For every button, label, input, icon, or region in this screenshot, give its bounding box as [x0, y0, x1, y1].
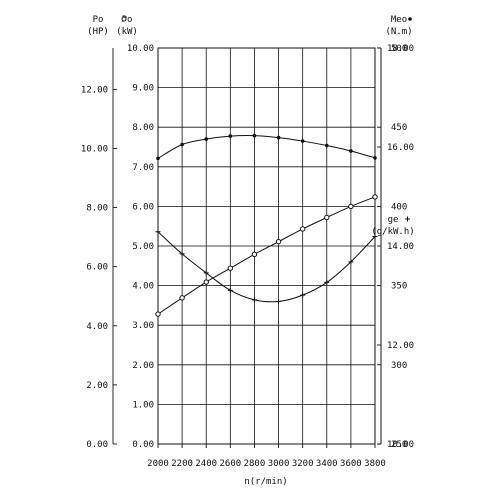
x-tick-label: 3800 — [364, 459, 386, 469]
torque-point — [204, 137, 209, 141]
torque-point — [373, 156, 377, 160]
x-tick-label: 3200 — [292, 459, 314, 469]
power-point — [227, 265, 234, 271]
x-tick-label: 2600 — [219, 459, 241, 469]
fuel-axis-title: ge — [388, 215, 399, 225]
fuel-tick-label: 350 — [391, 282, 407, 292]
grid — [158, 48, 375, 444]
torque-tick-label: 16.00 — [387, 143, 414, 153]
power-hp-tick-label: 6.00 — [86, 263, 108, 273]
plot-frame — [157, 47, 376, 445]
torque-axis-title: (N.m) — [385, 27, 412, 37]
fuel-point — [276, 298, 282, 304]
x-tick-label: 3400 — [316, 459, 338, 469]
fuel-marker-icon — [405, 216, 410, 222]
torque-point — [324, 143, 329, 148]
torque-point — [349, 149, 353, 153]
x-tick-label: 2000 — [147, 459, 169, 469]
fuel-point — [203, 270, 209, 276]
power-point — [275, 238, 282, 245]
power-kw-tick-label: 0.00 — [132, 440, 154, 450]
power-hp-tick-label: 8.00 — [86, 204, 108, 214]
power-point — [179, 295, 185, 301]
fuel-curve — [157, 231, 376, 303]
torque-point — [276, 135, 281, 140]
fuel-point — [227, 287, 233, 293]
torque-marker-icon — [408, 17, 412, 21]
series — [155, 133, 378, 317]
torque-tick-label: 12.00 — [387, 341, 414, 351]
fuel-point — [348, 259, 354, 265]
power-hp-tick-label: 4.00 — [86, 322, 108, 332]
torque-point — [156, 156, 160, 161]
power-kw-tick-label: 10.00 — [127, 44, 154, 54]
torque-point — [252, 133, 257, 138]
x-tick-label: 2400 — [195, 459, 217, 469]
x-tick-label: 3600 — [340, 459, 362, 469]
power-kw-axis-title: Po — [122, 15, 133, 25]
power-point — [251, 251, 258, 258]
fuel-point — [179, 251, 185, 257]
power-kw-tick-label: 7.00 — [132, 163, 154, 173]
power-point — [324, 214, 330, 221]
torque-tick-label: 14.00 — [387, 242, 414, 252]
torque-point — [180, 142, 184, 147]
power-point — [372, 194, 378, 200]
power-hp-tick-label: 10.00 — [81, 144, 108, 154]
fuel-tick-label: 400 — [391, 202, 407, 212]
fuel-point — [155, 229, 161, 235]
power-hp-tick-label: 12.00 — [81, 85, 108, 95]
power-kw-tick-label: 9.00 — [132, 84, 154, 94]
fuel-axis-title: (g/kW.h) — [371, 227, 414, 237]
power-kw-tick-label: 3.00 — [132, 321, 154, 331]
power-hp-tick-label: 2.00 — [86, 381, 108, 391]
fuel-tick-label: 250 — [391, 440, 407, 450]
x-tick-label: 2200 — [171, 459, 193, 469]
power-kw-tick-label: 4.00 — [132, 282, 154, 292]
torque-tick-label: 10.00 — [387, 440, 414, 450]
x-axis-label: n(r/min) — [244, 477, 287, 487]
torque-curve — [157, 135, 376, 159]
power-kw-tick-label: 5.00 — [132, 242, 154, 252]
power-point — [203, 279, 209, 285]
power_kw-curve — [157, 196, 376, 315]
power-hp-tick-label: 0.00 — [86, 440, 108, 450]
power-kw-tick-label: 8.00 — [132, 123, 154, 133]
power-kw-tick-label: 1.00 — [132, 400, 154, 410]
power-hp-axis-title: (HP) — [87, 27, 109, 37]
power-point — [299, 226, 306, 232]
power-hp-axis-title: Po — [93, 15, 104, 25]
power-marker-icon — [121, 16, 127, 22]
power-kw-axis-title: (kW) — [116, 27, 138, 37]
fuel-point — [251, 297, 257, 303]
axes: 2000 2200 2400 2600 2800 3000 3200 3400 3600 3800… — [81, 15, 415, 469]
fuel-point — [300, 292, 306, 298]
fuel-point — [324, 279, 330, 285]
power-point — [348, 203, 354, 210]
torque-tick-label: 18.00 — [387, 44, 414, 54]
torque-point — [228, 134, 233, 138]
power-kw-tick-label: 2.00 — [132, 361, 154, 371]
fuel-tick-label: 450 — [391, 123, 407, 133]
power-kw-tick-label: 6.00 — [132, 202, 154, 212]
fuel-point — [372, 233, 378, 239]
torque-point — [300, 139, 305, 143]
fuel-tick-label: 300 — [391, 361, 407, 371]
power-point — [155, 311, 161, 317]
fuel-tick-label: 500 — [391, 44, 407, 54]
x-tick-label: 3000 — [268, 459, 290, 469]
x-tick-label: 2800 — [244, 459, 266, 469]
torque-axis-title: Meo — [391, 15, 407, 25]
